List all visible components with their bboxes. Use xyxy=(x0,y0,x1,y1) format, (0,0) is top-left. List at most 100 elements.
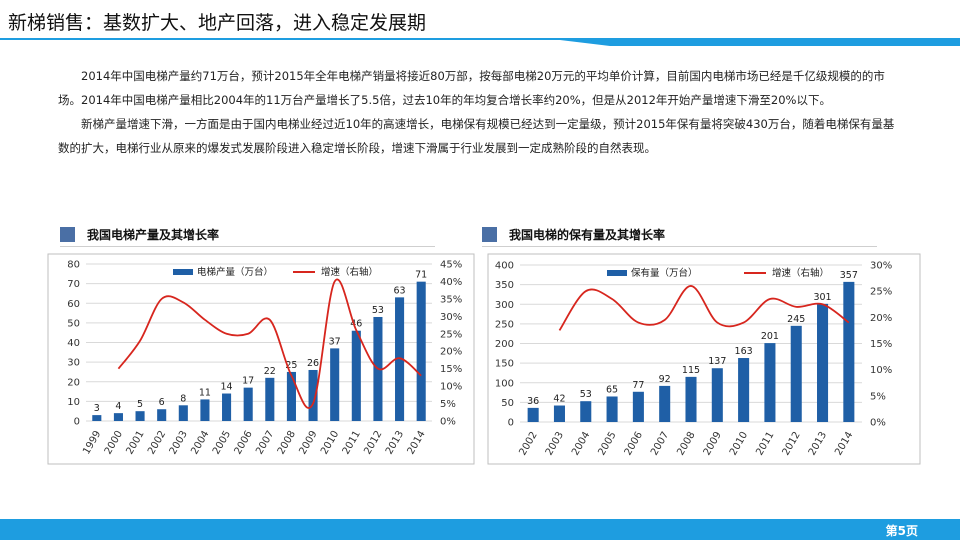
y2-tick-label: 40% xyxy=(440,277,462,288)
bar xyxy=(738,358,750,422)
x-tick-label: 2004 xyxy=(570,430,592,458)
bar-value-label: 77 xyxy=(632,380,644,391)
bar-value-label: 245 xyxy=(787,314,805,325)
x-tick-label: 2012 xyxy=(781,430,803,458)
x-tick-label: 2007 xyxy=(254,429,276,457)
y2-tick-label: 25% xyxy=(870,287,892,298)
x-tick-label: 2010 xyxy=(319,429,341,457)
x-tick-label: 2013 xyxy=(384,429,406,457)
bar-value-label: 71 xyxy=(415,270,427,281)
body-text: 2014年中国电梯产量约71万台，预计2015年全年电梯产销量将接近80万部，按… xyxy=(58,64,900,160)
x-tick-label: 2003 xyxy=(168,429,190,457)
legend-line-label: 增速（右轴） xyxy=(321,266,378,278)
bar-value-label: 46 xyxy=(350,319,362,330)
bar-value-label: 26 xyxy=(307,358,319,369)
bar xyxy=(843,281,855,422)
bar-value-label: 42 xyxy=(553,394,565,405)
x-tick-label: 2007 xyxy=(649,430,671,458)
y-tick-label: 150 xyxy=(495,359,514,370)
bar-value-label: 37 xyxy=(329,336,341,347)
bar-value-label: 53 xyxy=(372,305,384,316)
y2-tick-label: 30% xyxy=(870,261,892,272)
x-tick-label: 2012 xyxy=(362,429,384,457)
x-tick-label: 2014 xyxy=(833,430,855,458)
bar-value-label: 11 xyxy=(199,387,211,398)
y-tick-label: 0 xyxy=(508,418,514,429)
section-square-icon xyxy=(482,226,497,242)
bar-value-label: 92 xyxy=(659,374,671,385)
y-tick-label: 250 xyxy=(495,319,514,330)
y2-tick-label: 45% xyxy=(440,260,462,271)
legend-bar-swatch xyxy=(607,270,627,276)
bar-value-label: 163 xyxy=(735,346,753,357)
bar xyxy=(553,405,565,422)
y2-tick-label: 25% xyxy=(440,329,462,340)
bar xyxy=(135,411,145,421)
y2-tick-label: 35% xyxy=(440,294,462,305)
bar xyxy=(395,297,405,421)
y-tick-label: 40 xyxy=(67,338,80,349)
bar-value-label: 4 xyxy=(115,401,121,412)
y2-tick-label: 30% xyxy=(440,312,462,323)
bar-value-label: 5 xyxy=(137,399,143,410)
y2-tick-label: 5% xyxy=(870,391,886,402)
x-tick-label: 1999 xyxy=(81,429,103,457)
elevator-production-chart: 0 10 20 30 40 50 60 70 80 0% 5% 10% 15% 20% 25% 30% 35% 4… xyxy=(47,253,475,465)
growth-line xyxy=(558,285,850,331)
y2-tick-label: 20% xyxy=(440,347,462,358)
chart-2-header: 我国电梯的保有量及其增长率 xyxy=(482,223,877,247)
bar-value-label: 53 xyxy=(580,389,592,400)
page-title: 新梯销售：基数扩大、地产回落，进入稳定发展期 xyxy=(8,12,427,34)
footer-bar: 第5页 xyxy=(0,519,960,540)
bar xyxy=(308,369,318,421)
x-tick-label: 2013 xyxy=(807,430,829,458)
section-square-icon xyxy=(60,226,75,242)
bar xyxy=(178,405,188,421)
bar-value-label: 22 xyxy=(264,366,276,377)
bar-value-label: 17 xyxy=(242,376,254,387)
y-tick-label: 300 xyxy=(495,300,514,311)
title-underline xyxy=(0,38,960,46)
y2-tick-label: 0% xyxy=(870,418,886,429)
x-tick-label: 2011 xyxy=(754,430,776,458)
growth-line xyxy=(117,278,422,409)
bar xyxy=(527,407,539,422)
bar xyxy=(351,330,361,421)
paragraph-1: 2014年中国电梯产量约71万台，预计2015年全年电梯产销量将接近80万部，按… xyxy=(58,69,885,107)
y-tick-label: 30 xyxy=(67,358,80,369)
bar-value-label: 115 xyxy=(682,365,700,376)
bar xyxy=(817,303,829,422)
y-tick-label: 70 xyxy=(67,279,80,290)
legend-line-label: 增速（右轴） xyxy=(772,267,829,279)
legend-bar-label: 保有量（万台） xyxy=(631,267,698,279)
x-tick-label: 2011 xyxy=(341,429,363,457)
x-tick-label: 2005 xyxy=(596,430,618,458)
bar xyxy=(330,348,340,421)
y2-tick-label: 5% xyxy=(440,399,456,410)
bar xyxy=(790,325,802,422)
x-tick-label: 2008 xyxy=(675,430,697,458)
bar-value-label: 63 xyxy=(394,285,406,296)
legend-bar-swatch xyxy=(173,269,193,275)
bar-value-label: 301 xyxy=(813,292,831,303)
x-tick-label: 2006 xyxy=(623,430,645,458)
paragraph-2: 新梯产量增速下滑，一方面是由于国内电梯业经过近10年的高速增长，电梯保有规模已经… xyxy=(58,117,895,155)
y2-tick-label: 15% xyxy=(870,339,892,350)
x-tick-label: 2004 xyxy=(189,429,211,457)
elevator-stock-chart: 0 50 100 150 200 250 300 350 400 0% 5% 10% 15% 20% 25%… xyxy=(487,253,921,465)
bar xyxy=(632,391,644,422)
y-tick-label: 20 xyxy=(67,377,80,388)
y2-tick-label: 10% xyxy=(440,382,462,393)
x-tick-label: 2002 xyxy=(146,429,168,457)
x-tick-label: 2002 xyxy=(517,430,539,458)
x-tick-label: 2014 xyxy=(406,429,428,457)
bar xyxy=(685,376,697,422)
x-tick-label: 2010 xyxy=(728,430,750,458)
y-tick-label: 50 xyxy=(67,318,80,329)
bar-value-label: 25 xyxy=(285,360,297,371)
y-tick-label: 10 xyxy=(67,397,80,408)
bar xyxy=(113,413,123,421)
bar-value-label: 357 xyxy=(840,270,858,281)
bar-value-label: 3 xyxy=(94,403,100,414)
bar-value-label: 6 xyxy=(159,397,165,408)
